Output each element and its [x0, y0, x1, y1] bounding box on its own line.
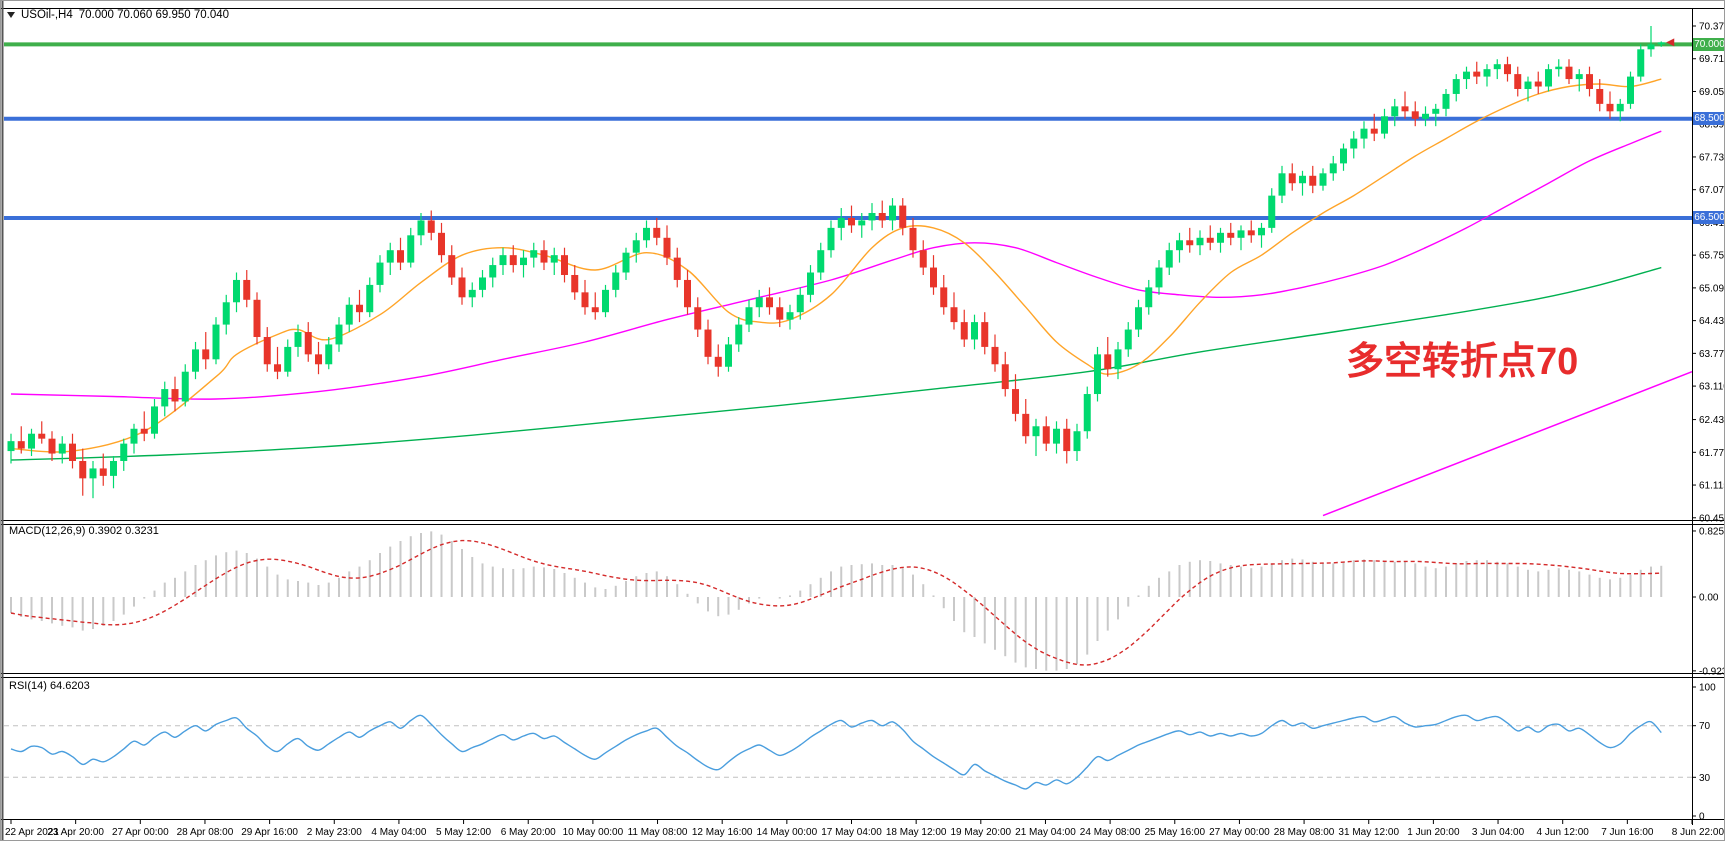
price-axis-label: 63.110: [1699, 382, 1725, 393]
time-axis-label: 14 May 00:00: [757, 827, 818, 838]
rsi-axis: 100 70 30 0: [1692, 683, 1716, 823]
chart-header: USOil-,H4 70.000 70.060 69.950 70.040: [7, 9, 229, 21]
price-axis-label: 69.710: [1699, 54, 1725, 65]
macd-axis-label: 0.00: [1699, 593, 1719, 604]
time-axis-label: 10 May 00:00: [563, 827, 624, 838]
price-axis-label: 69.050: [1699, 87, 1725, 98]
time-axis-label: 25 May 16:00: [1144, 827, 1205, 838]
price-axis-label: 65.090: [1699, 283, 1725, 294]
price-axis-label: 63.770: [1699, 349, 1725, 360]
current-price-arrow-icon: [1666, 38, 1675, 47]
price-level-badge: 70.000: [1693, 37, 1725, 51]
time-axis-label: 18 May 12:00: [886, 827, 947, 838]
trendline: [1322, 371, 1693, 517]
time-axis-label: 1 Jun 20:00: [1407, 827, 1460, 838]
price-axis-label: 62.435: [1699, 415, 1725, 426]
macd-axis: 0.8254 0.00 -0.9234: [1692, 526, 1725, 677]
price-level-badge: 66.500: [1693, 211, 1725, 225]
price-axis-label: 67.730: [1699, 152, 1725, 163]
time-axis-label: 21 May 04:00: [1015, 827, 1076, 838]
macd-axis-label: -0.9234: [1699, 666, 1725, 677]
time-axis-label: 28 Apr 08:00: [177, 827, 234, 838]
time-axis-label: 28 May 08:00: [1274, 827, 1335, 838]
candles: [7, 26, 1665, 499]
price-level-badge: 68.500: [1693, 112, 1725, 126]
time-axis-label: 23 Apr 20:00: [47, 827, 104, 838]
macd-hist: [10, 531, 1663, 671]
time-axis-label: 22 Apr 2021: [5, 827, 59, 838]
macd-indicator-label: MACD(12,26,9) 0.3902 0.3231: [9, 525, 159, 537]
rsi-indicator-label: RSI(14) 64.6203: [9, 680, 90, 692]
ohlc-values: 70.000 70.060 69.950 70.040: [78, 9, 230, 21]
time-axis-label: 6 May 20:00: [501, 827, 556, 838]
time-axis-label: 5 May 12:00: [436, 827, 491, 838]
time-axis-label: 4 May 04:00: [371, 827, 426, 838]
price-axis-label: 64.430: [1699, 316, 1725, 327]
time-axis-label: 12 May 16:00: [692, 827, 753, 838]
time-axis-label: 27 May 00:00: [1209, 827, 1270, 838]
macd-signal-line: [10, 539, 1662, 666]
annotation-text[interactable]: 多空转折点70: [1346, 341, 1579, 383]
rsi-axis-label: 70: [1699, 721, 1711, 732]
symbol-label: USOil-,H4: [21, 9, 73, 21]
rsi-level-lines: [4, 725, 1692, 778]
symbol-dropdown-icon[interactable]: [7, 12, 15, 18]
time-axis-label: 31 May 12:00: [1338, 827, 1399, 838]
time-axis-label: 27 Apr 00:00: [112, 827, 169, 838]
time-axis-label: 7 Jun 16:00: [1601, 827, 1654, 838]
horizontal-level-lines: [4, 42, 1692, 220]
time-axis-label: 17 May 04:00: [821, 827, 882, 838]
time-axis-label: 2 May 23:00: [307, 827, 362, 838]
ma-slow-line: [10, 266, 1662, 461]
price-axis: 70.37069.71069.05068.39067.73067.07066.4…: [1692, 22, 1725, 524]
price-axis-label: 60.455: [1699, 513, 1725, 524]
time-axis-label: 3 Jun 04:00: [1472, 827, 1525, 838]
time-axis-label: 4 Jun 12:00: [1537, 827, 1590, 838]
ma-fast-line: [10, 78, 1662, 453]
price-axis-label: 61.115: [1699, 481, 1725, 492]
ma-mid-line: [10, 130, 1662, 400]
rsi-axis-label: 100: [1699, 683, 1716, 694]
time-axis-label: 24 May 08:00: [1080, 827, 1141, 838]
time-axis-label: 8 Jun 22:00: [1672, 827, 1725, 838]
price-axis-label: 61.775: [1699, 448, 1725, 459]
rsi-axis-label: 0: [1699, 812, 1705, 823]
macd-axis-label: 0.8254: [1699, 526, 1725, 537]
rsi-line: [10, 714, 1662, 790]
time-axis-label: 19 May 20:00: [951, 827, 1012, 838]
price-axis-label: 65.750: [1699, 251, 1725, 262]
price-axis-label: 67.070: [1699, 185, 1725, 196]
rsi-axis-label: 30: [1699, 773, 1711, 784]
time-axis-label: 29 Apr 16:00: [241, 827, 298, 838]
price-axis-label: 70.370: [1699, 22, 1725, 33]
time-axis-label: 11 May 08:00: [628, 827, 688, 838]
